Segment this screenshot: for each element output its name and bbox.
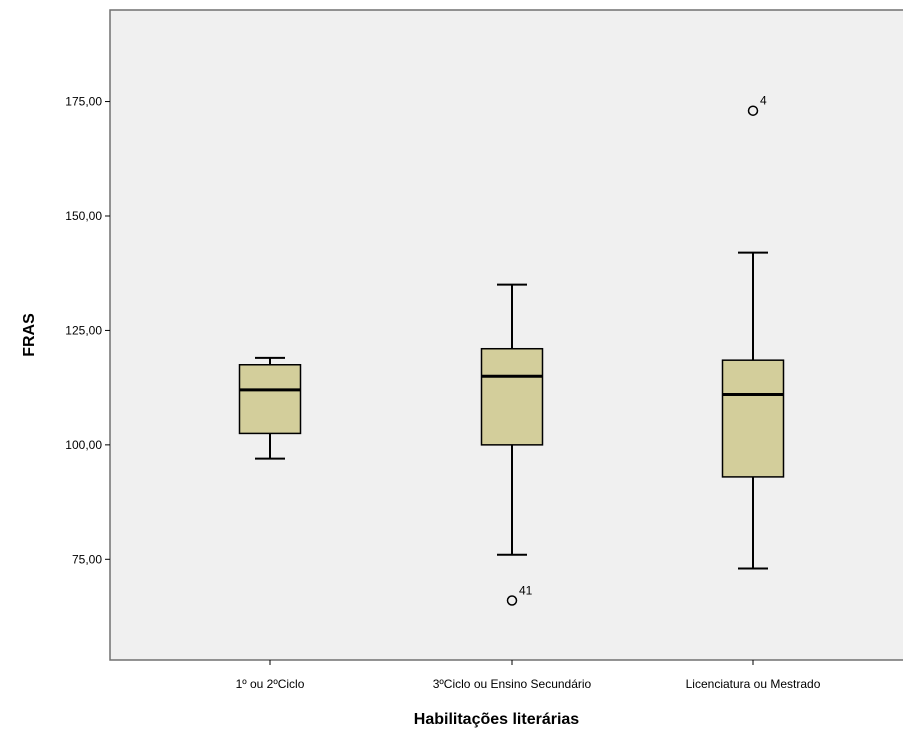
y-tick-label: 150,00 bbox=[65, 209, 102, 223]
x-axis: 1º ou 2ºCiclo 3ºCiclo ou Ensino Secundári… bbox=[236, 660, 821, 691]
plot-area bbox=[109, 9, 903, 661]
box-group bbox=[238, 356, 302, 460]
box-iqr bbox=[721, 359, 785, 478]
box-iqr bbox=[480, 347, 544, 446]
y-tick-label: 75,00 bbox=[72, 552, 102, 566]
x-tick-label: 3ºCiclo ou Ensino Secundário bbox=[433, 677, 592, 691]
x-axis-title: Habilitações literárias bbox=[414, 711, 580, 728]
y-tick-label: 175,00 bbox=[65, 95, 102, 109]
box-iqr bbox=[238, 364, 302, 435]
box-group: 4 bbox=[721, 94, 785, 570]
y-axis: 75,00 100,00 125,00 150,00 175,00 bbox=[65, 95, 110, 566]
boxes: 41 4 bbox=[238, 94, 785, 606]
box-group: 41 bbox=[480, 283, 544, 606]
x-tick-label: 1º ou 2ºCiclo bbox=[236, 677, 305, 691]
x-tick-label: Licenciatura ou Mestrado bbox=[686, 677, 821, 691]
outlier-point bbox=[506, 595, 518, 606]
outlier-label: 4 bbox=[760, 94, 767, 108]
y-tick-label: 100,00 bbox=[65, 438, 102, 452]
y-tick-label: 125,00 bbox=[65, 323, 102, 337]
y-axis-title: FRAS bbox=[21, 313, 38, 357]
outlier-point bbox=[747, 105, 759, 116]
outlier-label: 41 bbox=[519, 583, 533, 597]
